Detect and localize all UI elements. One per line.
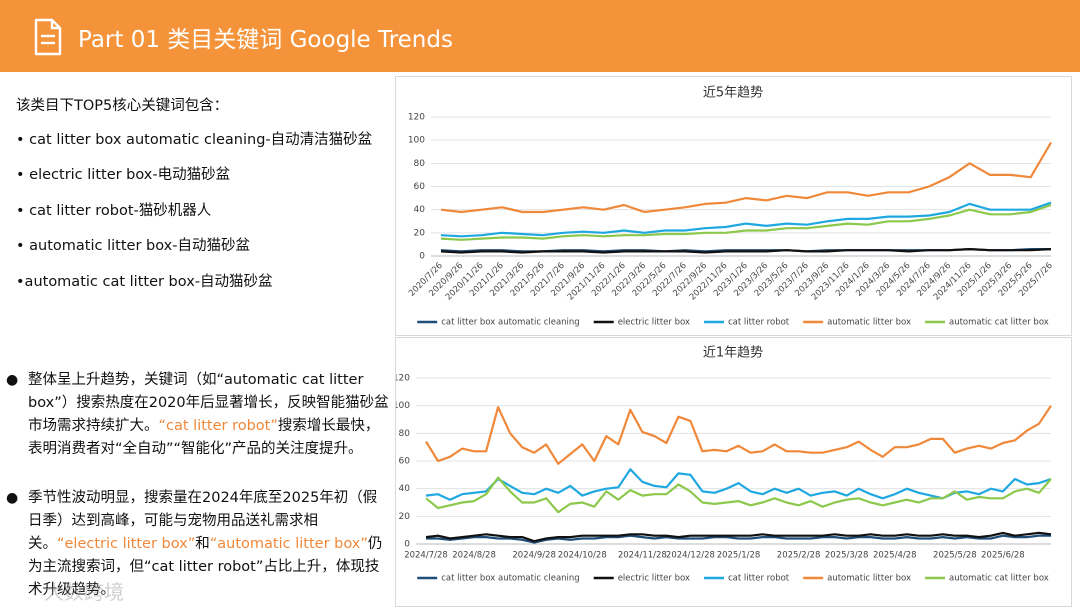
series-line xyxy=(425,531,1052,543)
x-tick-label: 2024/10/28 xyxy=(558,551,607,561)
legend-label: automatic cat litter box xyxy=(949,318,1049,328)
title: Part 01 类目关键词 Google Trends xyxy=(78,27,453,53)
chart-title: 近1年趋势 xyxy=(703,345,763,361)
text-segment: “automatic litter box” xyxy=(209,536,368,552)
keyword: •automatic cat litter box-自动猫砂盆 xyxy=(16,274,273,290)
x-tick-label: 2025/3/28 xyxy=(825,551,869,561)
text-segment: “cat litter robot” xyxy=(158,418,278,434)
legend-label: cat litter box automatic cleaning xyxy=(441,318,580,328)
y-tick-label: 0 xyxy=(419,252,425,262)
text-segment: 季节性波动明显，搜索量在2024年底至2025年初（假日季）达到高峰，可能与宠物… xyxy=(28,490,378,552)
text-segment: 和 xyxy=(195,536,210,552)
x-tick-label: 2024/11/28 xyxy=(618,551,667,561)
y-tick-label: 40 xyxy=(399,484,411,494)
x-tick-label: 2025/1/28 xyxy=(717,551,761,561)
keyword: • cat litter robot-猫砂机器人 xyxy=(16,203,212,219)
text-segment: “electric litter box” xyxy=(57,536,196,552)
legend-label: cat litter robot xyxy=(728,318,790,328)
chart: 近5年趋势0204060801001202020/7/262020/9/2620… xyxy=(407,85,1055,328)
header: Part 01 类目关键词 Google Trends xyxy=(0,0,1080,72)
y-tick-label: 80 xyxy=(399,429,411,439)
x-tick-label: 2024/9/28 xyxy=(512,551,556,561)
doc-icon xyxy=(34,18,62,56)
text-segment: 搜索增长最快，表明消费者对“全自动”“智能化”产品的关注度提升。 xyxy=(28,418,380,457)
series-line xyxy=(440,248,1052,254)
series-line xyxy=(425,476,1052,514)
series-line xyxy=(440,141,1052,214)
x-tick-label: 2024/8/28 xyxy=(452,551,496,561)
chart: 近1年趋势 0 20 40 60 80 100 120 2024/7/28 2024/8/28 20… xyxy=(393,345,1052,584)
keyword: • cat litter box automatic cleaning-自动清洁… xyxy=(16,132,373,148)
chart-panel: 近5年趋势 0 20 40 60 80 100 120 2020/7/26 2020/9/26 20… xyxy=(395,76,1072,336)
legend-label: electric litter box xyxy=(618,574,690,584)
series-line xyxy=(425,405,1052,465)
x-tick-label: 2024/12/28 xyxy=(666,551,715,561)
y-tick-label: 60 xyxy=(399,457,411,467)
keyword: • electric litter box-电动猫砂盆 xyxy=(16,167,231,183)
y-tick-label: 20 xyxy=(414,228,426,238)
x-tick-label: 2024/7/28 xyxy=(404,551,448,561)
chart-title: 近5年趋势 xyxy=(703,85,763,101)
text-segment: 整体呈上升趋势，关键词（如“automatic cat litter box”）… xyxy=(28,372,389,434)
paragraph: 季节性波动明显，搜索量在2024年底至2025年初（假日季）达到高峰，可能与宠物… xyxy=(28,487,390,602)
chart-panel: 近1年趋势 0 20 40 60 80 100 120 2024/7/28 2024/8/28 20… xyxy=(393,337,1072,607)
y-tick-label: 20 xyxy=(399,512,411,522)
x-tick-label: 2025/2/28 xyxy=(777,551,821,561)
legend-label: automatic cat litter box xyxy=(949,574,1049,584)
text-segment: 仍为主流搜索词，但“cat litter robot”占比上升，体现技术升级趋势… xyxy=(28,536,383,598)
series-line xyxy=(440,203,1052,241)
watermark: 大数跨境 xyxy=(44,580,124,604)
paragraph: 整体呈上升趋势，关键词（如“automatic cat litter box”）… xyxy=(28,369,390,461)
legend-label: electric litter box xyxy=(618,318,690,328)
y-tick-label: 60 xyxy=(414,182,426,192)
bullet: ● xyxy=(6,490,19,506)
y-tick-label: 120 xyxy=(408,113,425,123)
y-tick-label: 0 xyxy=(404,540,410,550)
series-line xyxy=(440,201,1052,238)
intro: 该类目下TOP5核心关键词包含： xyxy=(16,98,229,114)
y-tick-label: 100 xyxy=(396,401,410,411)
y-tick-label: 100 xyxy=(408,136,425,146)
series-line xyxy=(426,534,1051,544)
legend-label: automatic litter box xyxy=(827,574,911,584)
series-line xyxy=(425,468,1052,501)
y-tick-label: 120 xyxy=(396,374,410,384)
legend-label: cat litter box automatic cleaning xyxy=(441,574,580,584)
y-tick-label: 40 xyxy=(414,205,426,215)
keyword: • automatic litter box-自动猫砂盆 xyxy=(16,238,250,254)
legend-label: cat litter robot xyxy=(728,574,790,584)
legend-label: automatic litter box xyxy=(827,318,911,328)
bullet: ● xyxy=(6,372,19,388)
x-tick-label: 2025/5/28 xyxy=(933,551,977,561)
y-tick-label: 80 xyxy=(414,159,426,169)
x-tick-label: 2025/6/28 xyxy=(981,551,1025,561)
x-tick-label: 2025/4/28 xyxy=(873,551,917,561)
